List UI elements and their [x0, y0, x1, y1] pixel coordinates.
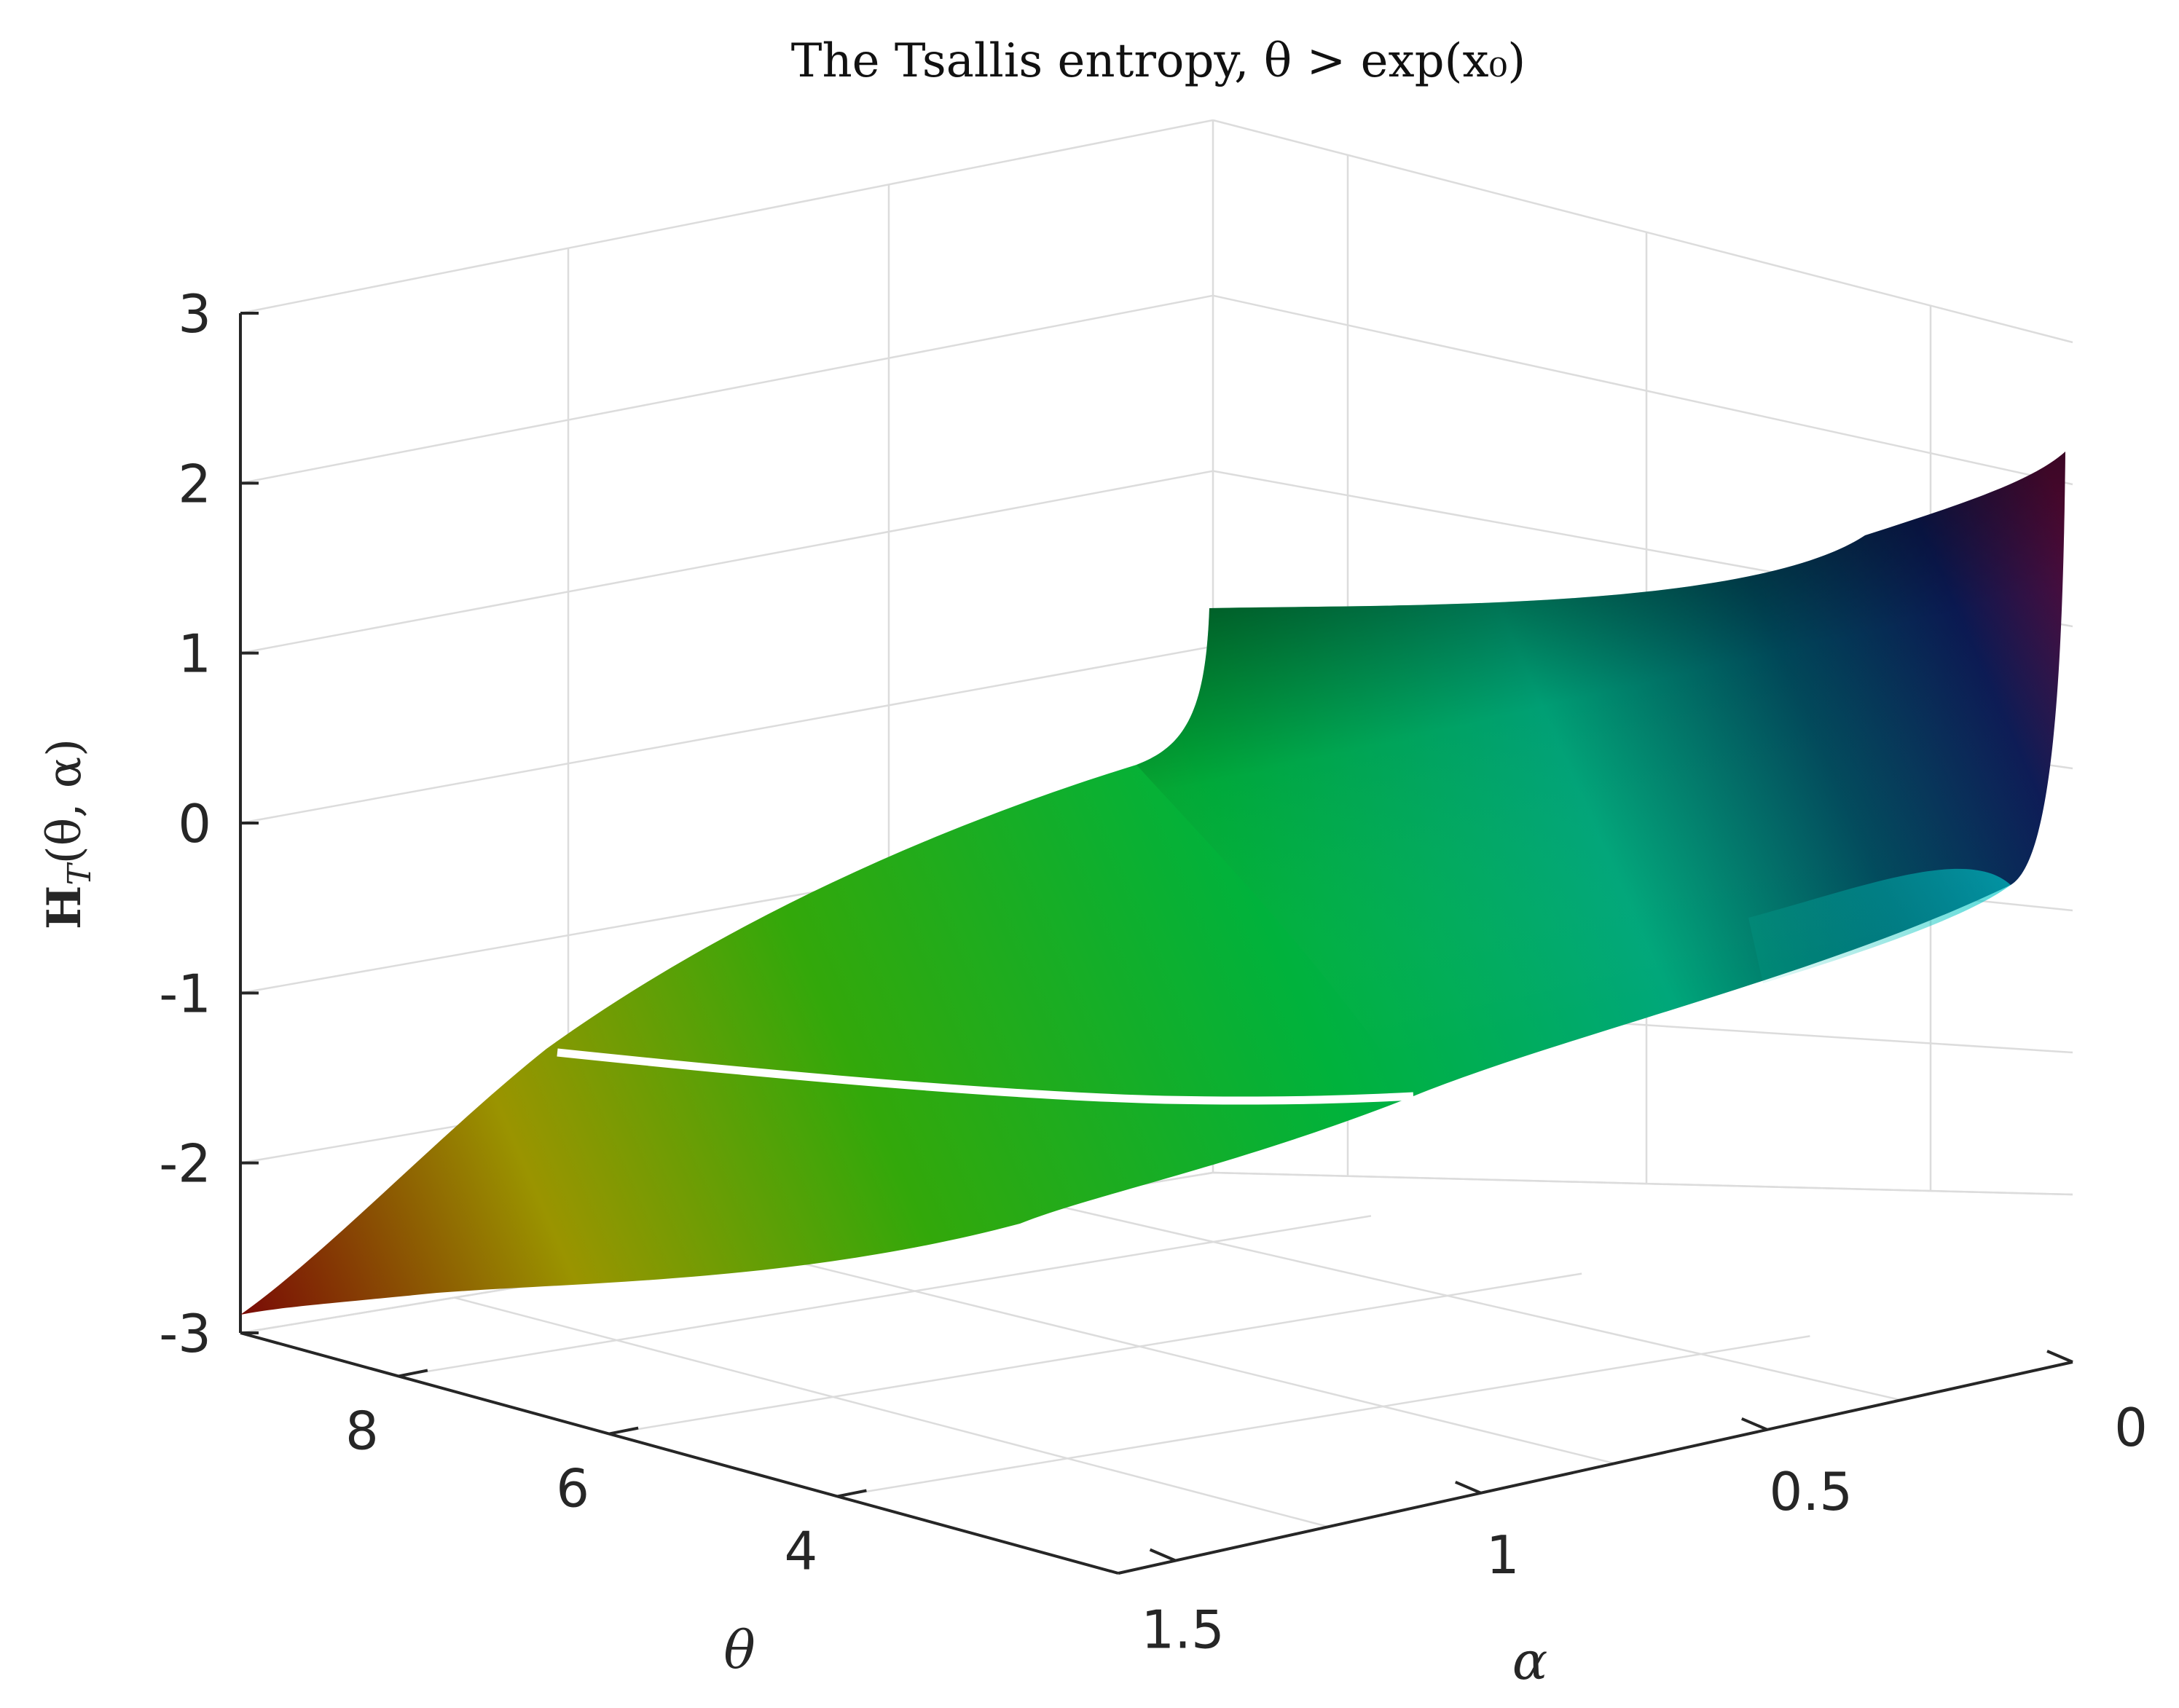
- grid-line-z-right: [1212, 294, 2073, 486]
- grid-line-z-left: [240, 294, 1214, 484]
- alpha-axis-line: [1118, 1361, 2073, 1575]
- z-tick-label: 0: [178, 793, 211, 854]
- surface: [240, 452, 2065, 1315]
- z-tick-label: 2: [178, 453, 211, 514]
- grid-line-z-left: [240, 119, 1214, 315]
- z-axis-label-args: (θ, α): [38, 739, 92, 864]
- theta-tick-label: 6: [556, 1458, 589, 1519]
- theta-axis-line: [240, 1331, 1119, 1575]
- alpha-tick-mark: [1741, 1417, 1768, 1431]
- theta-tick-mark: [398, 1369, 428, 1378]
- z-tick-label: 1: [178, 623, 211, 685]
- surface-cyan-edge: [1748, 868, 2011, 983]
- z-axis-label-sub: T: [61, 862, 98, 886]
- z-tick-label: -2: [159, 1133, 211, 1195]
- alpha-tick-mark: [1455, 1480, 1482, 1495]
- theta-tick-mark: [608, 1426, 639, 1436]
- floor-grid-theta: [608, 1272, 1582, 1435]
- grid-line-z-left: [240, 645, 1214, 825]
- floor-grid-alpha: [1037, 1200, 1901, 1401]
- floor-grid-alpha: [454, 1296, 1329, 1528]
- floor-grid-theta: [398, 1215, 1372, 1377]
- floor-grid-alpha: [745, 1248, 1615, 1465]
- z-tick-label: 3: [178, 283, 211, 345]
- alpha-tick-label: 1.5: [1141, 1599, 1225, 1661]
- z-axis-label-main: H: [37, 886, 92, 929]
- grid-line-z-left: [240, 470, 1214, 654]
- x-axis-label: α: [1512, 1630, 1548, 1691]
- z-tick-label: -3: [159, 1303, 211, 1364]
- z-axis-label: HT(θ, α): [37, 739, 98, 929]
- floor-grid-edge: [1212, 1171, 2073, 1196]
- highlight-curve: [557, 1048, 1414, 1105]
- chart-title: The Tsallis entropy, θ > exp(x₀): [791, 34, 1526, 88]
- alpha-tick-mark: [2046, 1350, 2073, 1363]
- alpha-tick-mark: [1149, 1548, 1177, 1562]
- floor-grid-theta: [837, 1335, 1810, 1498]
- ticks-and-labels: 3 2 1 0 -1 -2 -3 8 6 4 0 0.5 1 1.5: [159, 283, 2148, 1661]
- theta-tick-mark: [837, 1489, 867, 1498]
- alpha-tick-label: 0: [2114, 1397, 2148, 1458]
- z-tick-label: -1: [159, 963, 211, 1024]
- alpha-tick-label: 0.5: [1770, 1461, 1853, 1522]
- y-axis-label: θ: [723, 1619, 755, 1680]
- grid-line-z-right: [1212, 119, 2073, 344]
- svg-text:HT(θ, α): HT(θ, α): [37, 739, 98, 929]
- theta-tick-label: 8: [345, 1400, 379, 1461]
- theta-tick-label: 4: [784, 1520, 817, 1581]
- alpha-tick-label: 1: [1486, 1524, 1520, 1586]
